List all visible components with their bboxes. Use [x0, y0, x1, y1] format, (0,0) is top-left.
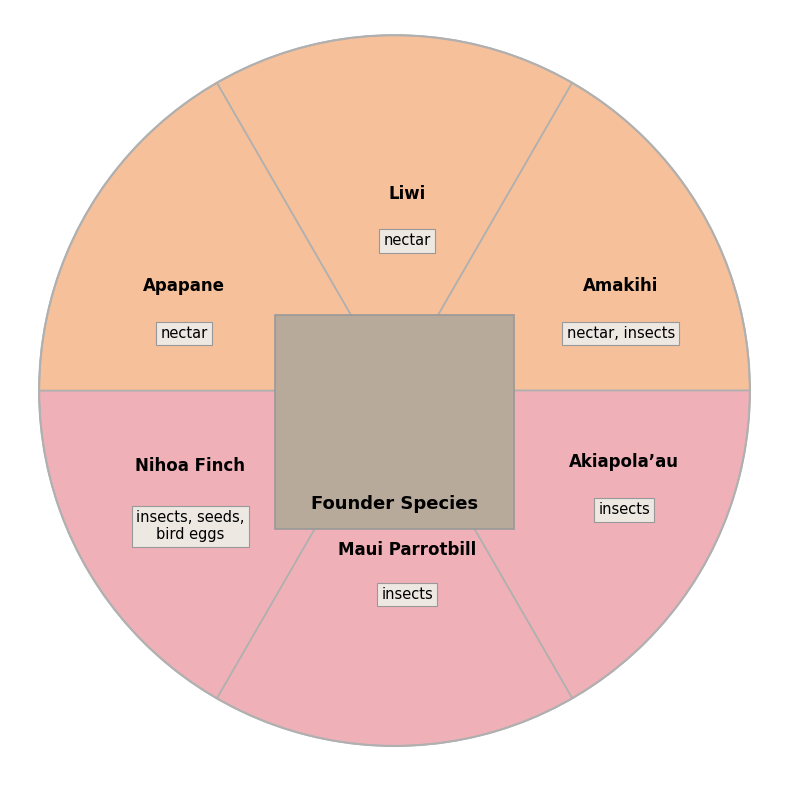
Wedge shape: [217, 35, 572, 390]
Text: Amakihi: Amakihi: [583, 277, 659, 294]
Text: insects, seeds,
bird eggs: insects, seeds, bird eggs: [136, 510, 245, 542]
Text: Akiapola’au: Akiapola’au: [569, 453, 679, 470]
Wedge shape: [394, 390, 750, 698]
Wedge shape: [394, 83, 750, 390]
Text: nectar, insects: nectar, insects: [567, 326, 675, 341]
Wedge shape: [217, 390, 572, 746]
Text: nectar: nectar: [160, 326, 208, 341]
Wedge shape: [39, 83, 394, 390]
Text: Maui Parrotbill: Maui Parrotbill: [338, 541, 477, 559]
Text: Apapane: Apapane: [143, 277, 225, 294]
Wedge shape: [39, 390, 394, 698]
Text: Liwi: Liwi: [388, 186, 426, 203]
Text: Nihoa Finch: Nihoa Finch: [135, 458, 245, 475]
Text: Founder Species: Founder Species: [311, 495, 478, 514]
Text: insects: insects: [381, 587, 433, 602]
FancyBboxPatch shape: [275, 315, 514, 529]
Text: insects: insects: [598, 502, 650, 518]
Text: nectar: nectar: [383, 234, 431, 248]
